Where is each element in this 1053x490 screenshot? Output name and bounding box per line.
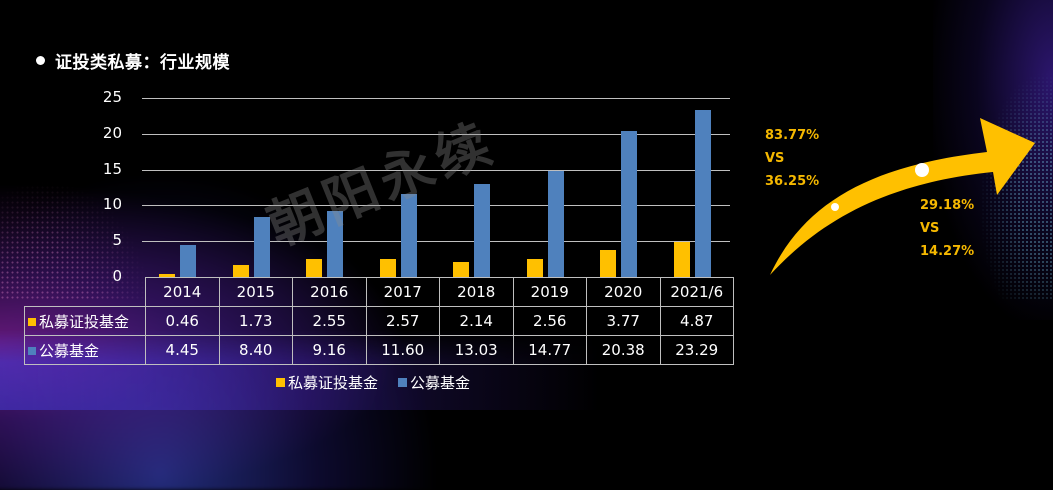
- arrow-dot-small: [831, 203, 839, 211]
- gridline: [142, 241, 730, 243]
- table-header-cell: 2016: [292, 277, 367, 307]
- table-cell: 2.56: [512, 306, 587, 336]
- table-cell: 8.40: [218, 335, 293, 365]
- y-axis-tick: 10: [102, 195, 122, 214]
- table-row: 公募基金 4.45 8.40 9.16 11.60 13.03 14.77 20…: [24, 335, 734, 365]
- y-axis-tick: 20: [102, 123, 122, 142]
- table-cell: 3.77: [586, 306, 661, 336]
- stat-right: 29.18% VS 14.27%: [920, 194, 974, 263]
- stat-left-value-b: 36.25%: [765, 174, 820, 189]
- table-cell: 20.38: [586, 335, 661, 365]
- legend-swatch-icon: [276, 378, 285, 387]
- y-axis-tick: 25: [102, 88, 122, 106]
- legend-label: 私募证投基金: [288, 374, 379, 392]
- table-row-label: 公募基金: [24, 335, 146, 365]
- bar-private-2018: [453, 261, 469, 277]
- bar-public-2014: [180, 245, 196, 277]
- bar-private-2017: [379, 258, 396, 277]
- bar-public-2015: [253, 216, 270, 277]
- bar-public-2017: [400, 193, 417, 277]
- stat-right-value-b: 14.27%: [920, 244, 975, 259]
- bar-private-2021/6: [673, 242, 690, 277]
- arrow-dot-large: [915, 163, 929, 177]
- bar-public-2021/6: [694, 110, 711, 277]
- stat-right-value-a: 29.18%: [920, 198, 975, 213]
- table-header-cell: 2015: [218, 277, 293, 307]
- table-cell: 2.57: [365, 306, 440, 336]
- row-label-text: 私募证投基金: [39, 312, 130, 331]
- table-header-cell: 2019: [512, 277, 587, 307]
- gridline: [142, 133, 730, 135]
- table-cell: 9.16: [292, 335, 367, 365]
- table-cell: 1.73: [218, 306, 293, 336]
- private-fund-swatch-icon: [28, 317, 36, 326]
- table-cell: 13.03: [439, 335, 514, 365]
- table-row-label: 私募证投基金: [24, 306, 146, 336]
- bar-private-2014: [159, 273, 175, 277]
- chart-legend: 私募证投基金 公募基金: [276, 372, 490, 393]
- row-label-text: 公募基金: [39, 341, 100, 360]
- bar-private-2015: [232, 264, 249, 277]
- legend-item-private: 私募证投基金: [276, 372, 378, 393]
- bullet-icon: [36, 56, 45, 65]
- table-cell: 14.77: [512, 335, 587, 365]
- y-axis-tick: 5: [112, 231, 122, 250]
- y-axis-tick: 0: [112, 267, 122, 285]
- table-header-cell: 2021/6: [659, 277, 734, 307]
- growth-arrow-icon: [770, 118, 1035, 275]
- bar-public-2019: [547, 171, 564, 277]
- table-header-cell: 2017: [365, 277, 440, 307]
- table-header-cell: 2020: [586, 277, 661, 307]
- bar-public-2018: [474, 183, 490, 277]
- public-fund-swatch-icon: [28, 346, 36, 355]
- gridline: [142, 98, 730, 99]
- stat-left-vs: VS: [765, 151, 785, 166]
- table-header-row: 2014 2015 2016 2017 2018 2019 2020 2021/…: [24, 277, 734, 307]
- y-axis-tick: 15: [102, 159, 122, 178]
- bar-public-2020: [621, 131, 637, 277]
- bar-private-2016: [306, 258, 322, 277]
- table-cell: 2.55: [292, 306, 367, 336]
- table-cell: 4.45: [145, 335, 220, 365]
- data-table: 2014 2015 2016 2017 2018 2019 2020 2021/…: [24, 277, 734, 365]
- table-cell: 2.14: [439, 306, 514, 336]
- legend-label: 公募基金: [410, 374, 471, 392]
- stat-left: 83.77% VS 36.25%: [765, 124, 819, 193]
- table-row: 私募证投基金 0.46 1.73 2.55 2.57 2.14 2.56 3.7…: [24, 306, 734, 336]
- gridline: [142, 205, 730, 207]
- bar-public-2016: [327, 211, 343, 277]
- table-corner: [24, 277, 146, 307]
- table-cell: 0.46: [145, 306, 220, 336]
- table-header-cell: 2018: [439, 277, 514, 307]
- bar-private-2020: [600, 250, 616, 277]
- table-header-cell: 2014: [145, 277, 220, 307]
- page-title: 证投类私募：行业规模: [55, 53, 230, 73]
- legend-swatch-icon: [398, 378, 408, 387]
- table-cell: 23.29: [659, 335, 734, 365]
- gridline: [142, 169, 730, 171]
- bar-private-2019: [526, 258, 543, 277]
- background-dots-right: [973, 60, 1053, 300]
- stat-right-vs: VS: [920, 221, 940, 236]
- page-title-group: 证投类私募：行业规模: [36, 48, 230, 73]
- stat-left-value-a: 83.77%: [765, 128, 820, 143]
- table-cell: 11.60: [365, 335, 440, 365]
- legend-item-public: 公募基金: [398, 372, 470, 393]
- table-cell: 4.87: [659, 306, 734, 336]
